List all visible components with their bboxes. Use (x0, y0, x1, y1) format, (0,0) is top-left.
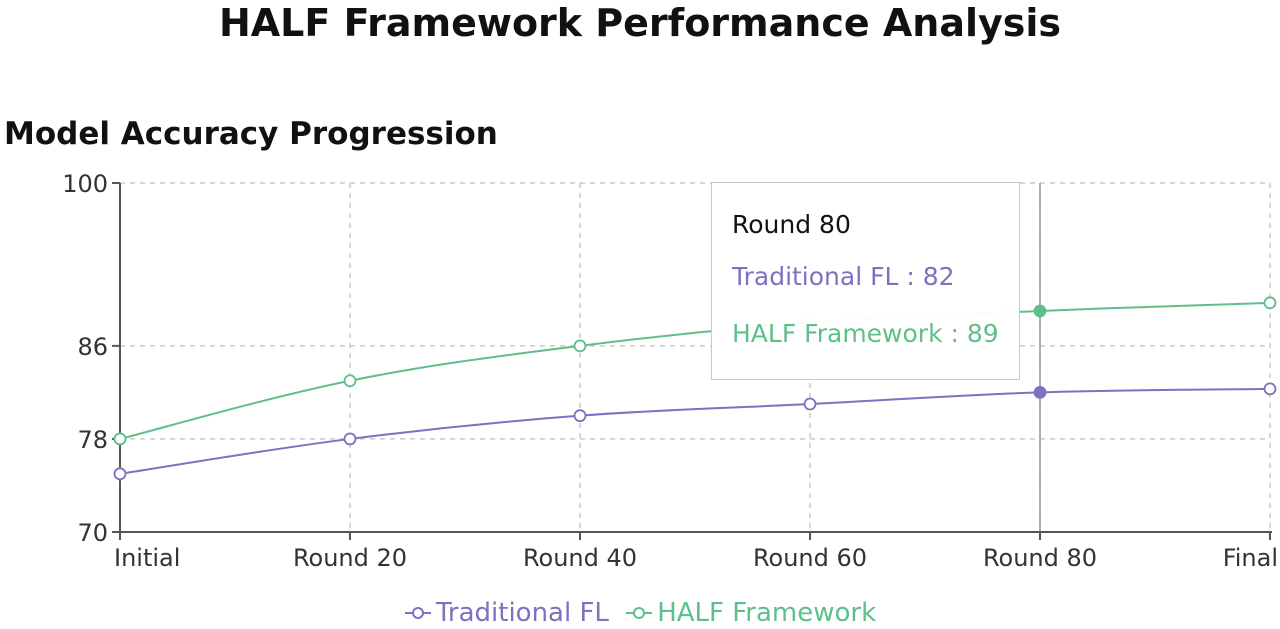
legend-line-circle-icon (404, 607, 431, 619)
data-point (1033, 385, 1047, 399)
y-tick-label: 70 (77, 519, 108, 547)
x-tick-label: Final (1223, 544, 1278, 572)
data-point (803, 397, 817, 411)
data-point (1263, 382, 1277, 396)
data-point (573, 409, 587, 423)
data-point (343, 432, 357, 446)
tooltip-row-half-framework: HALF Framework : 89 (732, 319, 999, 348)
x-tick-label: Round 80 (983, 544, 1097, 572)
legend-item-traditional-fl[interactable]: Traditional FL (404, 597, 609, 629)
data-point (113, 432, 127, 446)
chart-title: Model Accuracy Progression (4, 116, 498, 152)
legend-label-half-framework: HALF Framework (657, 598, 877, 628)
x-tick-label: Round 40 (523, 544, 637, 572)
legend-label-traditional-fl: Traditional FL (435, 598, 609, 628)
y-tick-label: 100 (62, 170, 108, 198)
tooltip-row-traditional-fl: Traditional FL : 82 (732, 262, 955, 291)
chart-tooltip: Round 80 Traditional FL : 82 HALF Framew… (711, 182, 1020, 380)
legend-line-circle-icon (626, 607, 653, 619)
y-tick-label: 78 (77, 426, 108, 454)
y-tick-label: 86 (77, 333, 108, 361)
x-tick-label: Initial (114, 544, 180, 572)
series-line-0 (119, 387, 1271, 475)
x-tick-label: Round 20 (293, 544, 407, 572)
series-line-1 (119, 301, 1271, 440)
chart-legend: Traditional FL HALF Framework (0, 596, 1280, 629)
x-tick-label: Round 60 (753, 544, 867, 572)
data-point (573, 339, 587, 353)
data-point (1263, 296, 1277, 310)
page-title: HALF Framework Performance Analysis (218, 1, 1062, 45)
data-point (113, 467, 127, 481)
tooltip-title: Round 80 (732, 210, 851, 239)
data-point (1033, 304, 1047, 318)
legend-item-half-framework[interactable]: HALF Framework (625, 597, 876, 629)
data-point (343, 374, 357, 388)
